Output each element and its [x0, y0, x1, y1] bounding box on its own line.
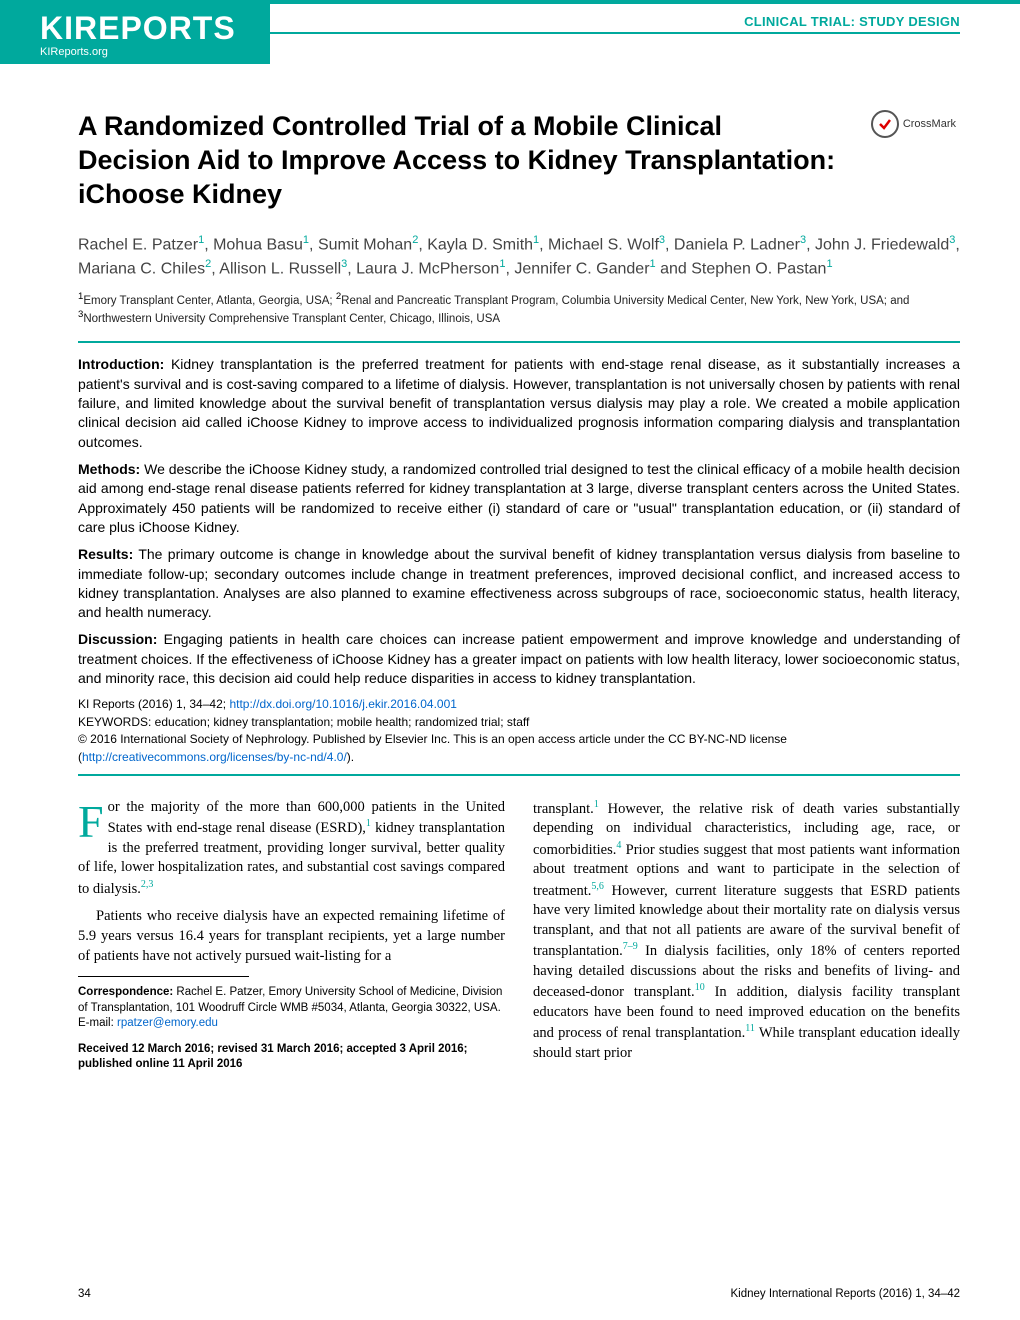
copyright-b: ). [347, 750, 354, 764]
methods-label: Methods: [78, 461, 140, 477]
discussion-label: Discussion: [78, 631, 157, 647]
intro-label: Introduction: [78, 356, 164, 372]
article-content: CrossMark A Randomized Controlled Trial … [78, 110, 960, 1073]
intro-text: Kidney transplantation is the preferred … [78, 356, 960, 449]
col1-p1: or the majority of the more than 600,000… [78, 799, 505, 897]
article-meta: KI Reports (2016) 1, 34–42; http://dx.do… [78, 696, 960, 766]
results-text: The primary outcome is change in knowled… [78, 546, 960, 620]
correspondence-rule [78, 976, 249, 977]
column-right: transplant.1 However, the relative risk … [533, 798, 960, 1073]
page-number: 34 [78, 1288, 91, 1300]
logo-sub-text: KIReports.org [40, 46, 250, 58]
abstract-top-rule [78, 341, 960, 343]
body-columns: For the majority of the more than 600,00… [78, 798, 960, 1073]
logo-main-text: KIREPORTS [40, 12, 250, 44]
license-link[interactable]: http://creativecommons.org/licenses/by-n… [82, 750, 347, 764]
page-footer: 34 Kidney International Reports (2016) 1… [78, 1288, 960, 1300]
author-list: Rachel E. Patzer1, Mohua Basu1, Sumit Mo… [78, 233, 960, 280]
results-label: Results: [78, 546, 133, 562]
crossmark-label: CrossMark [903, 118, 956, 130]
header-rule [270, 32, 960, 34]
discussion-text: Engaging patients in health care choices… [78, 631, 960, 686]
abstract: Introduction: Kidney transplantation is … [78, 355, 960, 688]
abstract-bottom-rule [78, 774, 960, 776]
keywords-label: KEYWORDS: [78, 715, 151, 729]
crossmark-icon [871, 110, 899, 138]
correspondence-label: Correspondence: [78, 986, 173, 998]
doi-link[interactable]: http://dx.doi.org/10.1016/j.ekir.2016.04… [229, 697, 457, 711]
article-title: A Randomized Controlled Trial of a Mobil… [78, 110, 838, 211]
received-dates: Received 12 March 2016; revised 31 March… [78, 1042, 505, 1073]
column-left: For the majority of the more than 600,00… [78, 798, 505, 1073]
correspondence-block: Correspondence: Rachel E. Patzer, Emory … [78, 985, 505, 1032]
correspondence-email[interactable]: rpatzer@emory.edu [117, 1017, 218, 1029]
citation-text: KI Reports (2016) 1, 34–42; [78, 697, 229, 711]
methods-text: We describe the iChoose Kidney study, a … [78, 461, 960, 535]
dropcap: F [78, 798, 108, 841]
col1-p2: Patients who receive dialysis have an ex… [78, 907, 505, 966]
affiliations: 1Emory Transplant Center, Atlanta, Georg… [78, 291, 960, 328]
crossmark-badge[interactable]: CrossMark [871, 110, 956, 138]
section-label: CLINICAL TRIAL: STUDY DESIGN [732, 14, 960, 29]
keywords-text: education; kidney transplantation; mobil… [151, 715, 529, 729]
journal-logo: KIREPORTS KIReports.org [0, 4, 270, 64]
footer-citation: Kidney International Reports (2016) 1, 3… [730, 1288, 960, 1300]
col2-p1: transplant.1 However, the relative risk … [533, 798, 960, 1063]
